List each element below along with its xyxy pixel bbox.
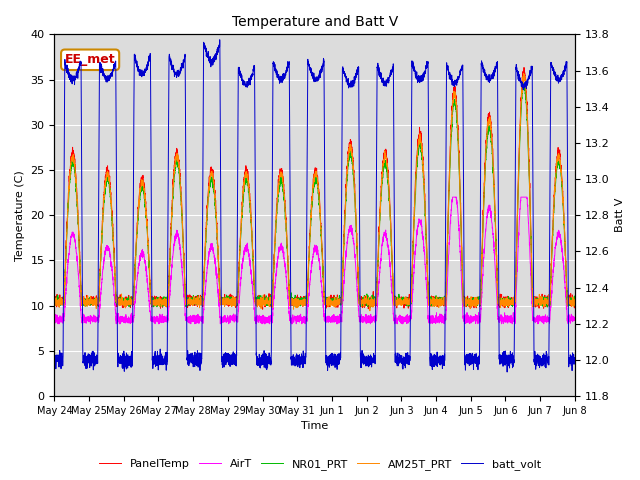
PanelTemp	[570, 305, 578, 311]
AM25T_PRT	[366, 308, 374, 314]
AM25T_PRT	[144, 242, 152, 248]
AM25T_PRT	[403, 296, 410, 301]
batt_volt	[295, 357, 303, 362]
PanelTemp	[144, 238, 152, 243]
NR01_PRT	[366, 304, 374, 310]
AM25T_PRT	[570, 298, 578, 303]
batt_volt	[403, 357, 410, 362]
batt_volt	[570, 358, 578, 363]
AM25T_PRT	[295, 303, 303, 309]
Line: batt_volt: batt_volt	[54, 40, 575, 372]
Line: AirT: AirT	[54, 197, 575, 324]
PanelTemp	[403, 295, 410, 300]
Line: AM25T_PRT: AM25T_PRT	[54, 73, 575, 311]
NR01_PRT	[403, 299, 410, 305]
Y-axis label: Temperature (C): Temperature (C)	[15, 170, 25, 261]
AM25T_PRT	[51, 300, 58, 306]
NR01_PRT	[571, 298, 579, 304]
AirT	[571, 316, 579, 322]
NR01_PRT	[51, 299, 58, 304]
PanelTemp	[431, 300, 439, 306]
AM25T_PRT	[461, 300, 468, 306]
AirT	[570, 317, 578, 323]
AirT	[295, 315, 303, 321]
PanelTemp	[571, 295, 579, 300]
AirT	[51, 312, 58, 318]
NR01_PRT	[461, 299, 468, 304]
NR01_PRT	[520, 81, 528, 86]
AirT	[144, 285, 152, 291]
batt_volt	[571, 355, 579, 360]
Line: PanelTemp: PanelTemp	[54, 68, 575, 309]
AirT	[461, 317, 468, 323]
NR01_PRT	[144, 242, 152, 248]
NR01_PRT	[570, 300, 578, 305]
Line: NR01_PRT: NR01_PRT	[54, 84, 575, 307]
PanelTemp	[520, 65, 528, 71]
batt_volt	[216, 37, 223, 43]
AirT	[431, 318, 439, 324]
batt_volt	[503, 369, 511, 375]
PanelTemp	[295, 300, 303, 305]
AM25T_PRT	[520, 71, 527, 76]
AirT	[449, 194, 456, 200]
AirT	[54, 321, 62, 327]
AM25T_PRT	[571, 297, 579, 302]
Title: Temperature and Batt V: Temperature and Batt V	[232, 15, 397, 29]
AM25T_PRT	[431, 297, 439, 303]
Legend: PanelTemp, AirT, NR01_PRT, AM25T_PRT, batt_volt: PanelTemp, AirT, NR01_PRT, AM25T_PRT, ba…	[94, 455, 546, 474]
AirT	[403, 313, 410, 319]
batt_volt	[431, 362, 439, 368]
Y-axis label: Batt V: Batt V	[615, 198, 625, 232]
PanelTemp	[51, 300, 58, 306]
batt_volt	[51, 359, 58, 364]
NR01_PRT	[295, 299, 303, 305]
batt_volt	[461, 356, 468, 361]
Text: EE_met: EE_met	[65, 53, 115, 66]
X-axis label: Time: Time	[301, 421, 328, 432]
PanelTemp	[259, 306, 266, 312]
batt_volt	[144, 60, 152, 65]
PanelTemp	[461, 294, 468, 300]
NR01_PRT	[431, 297, 439, 302]
